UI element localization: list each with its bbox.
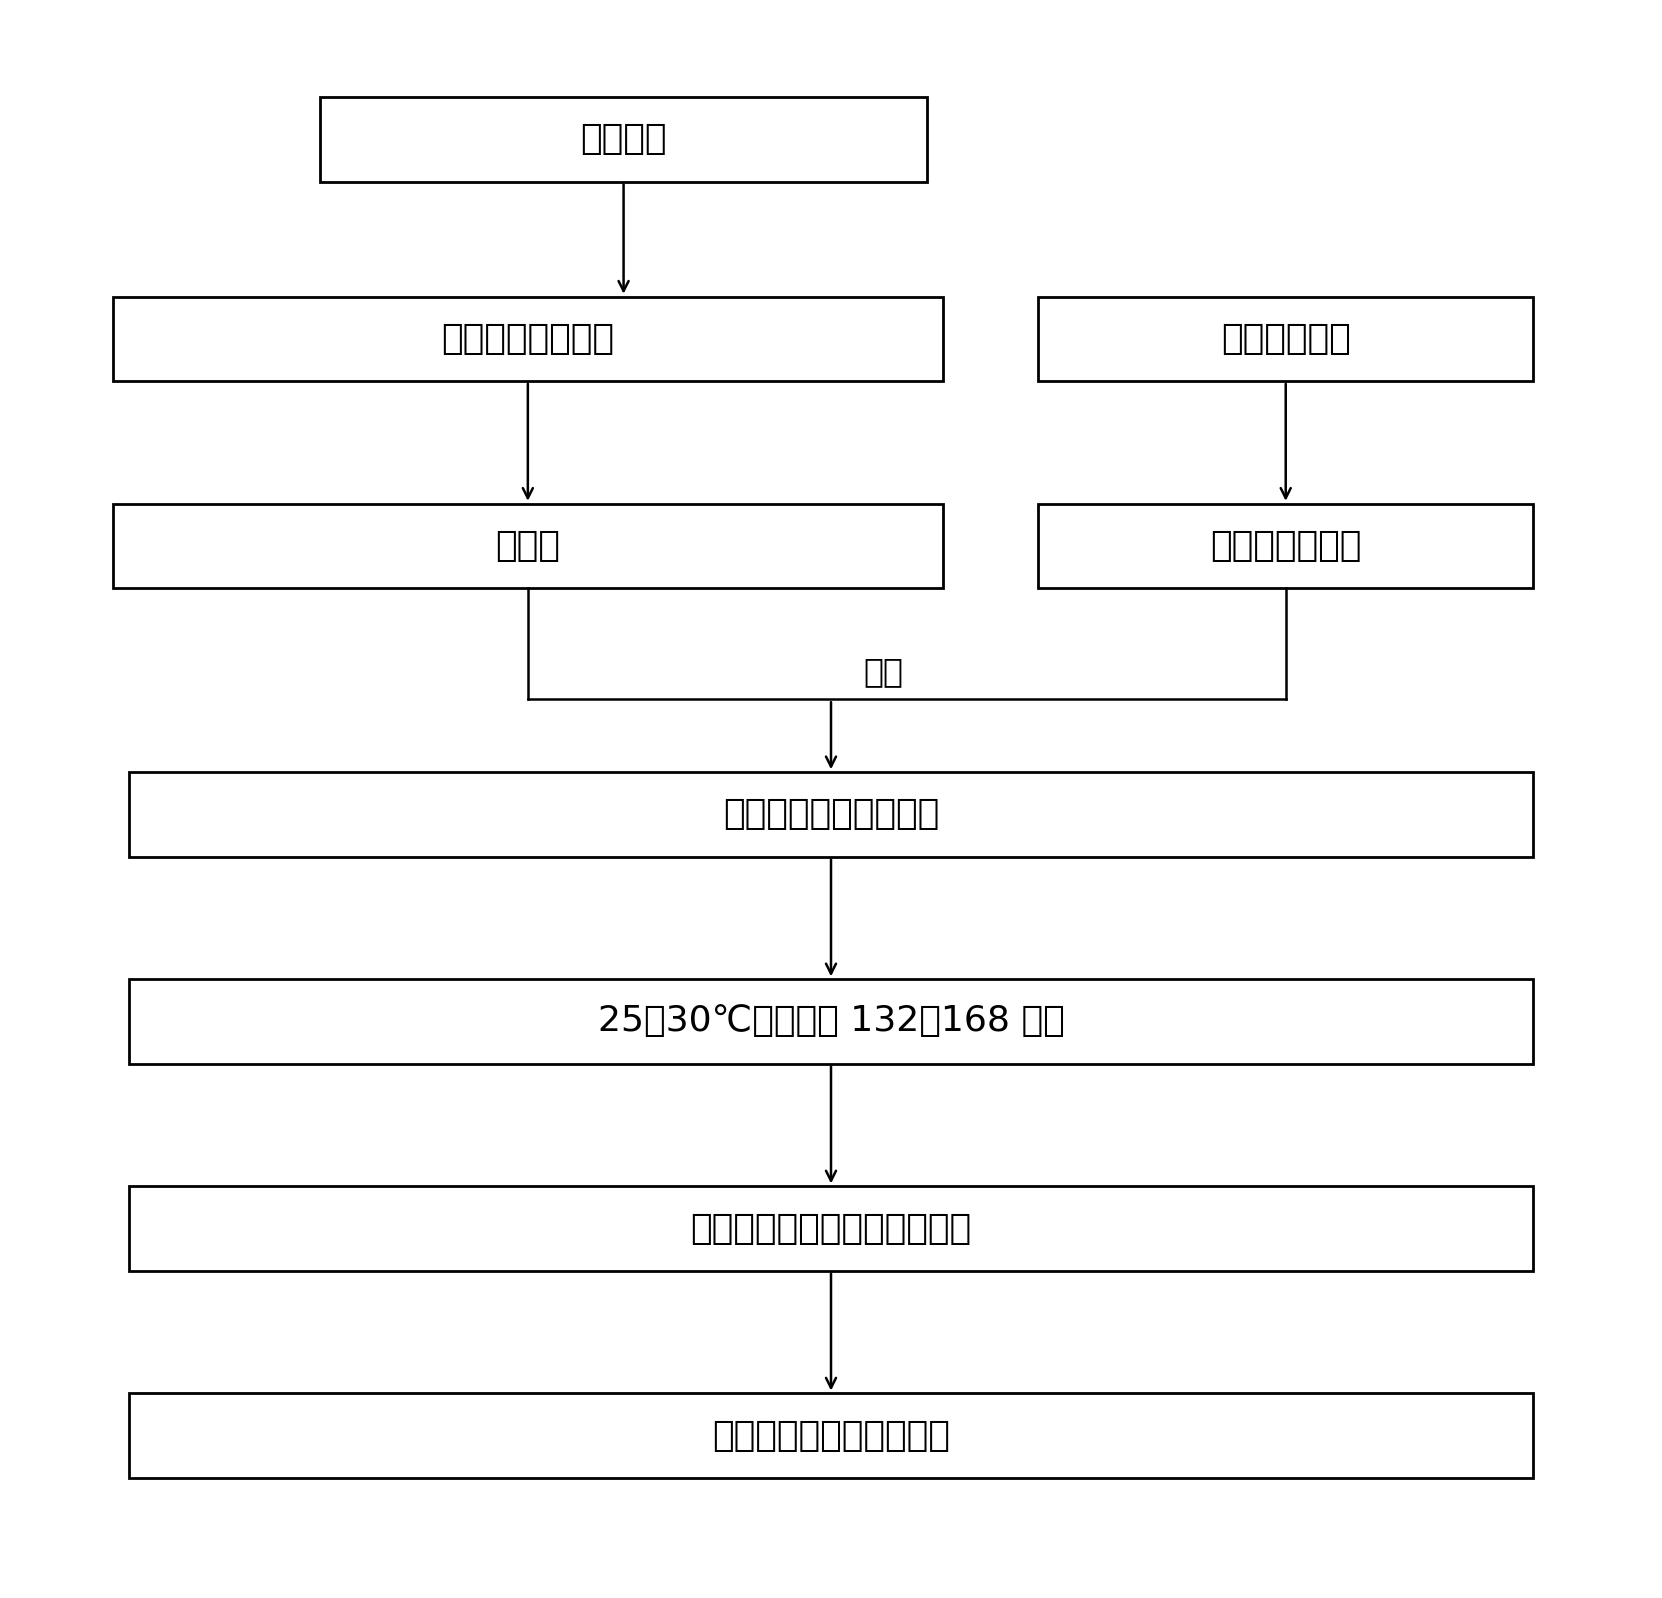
Text: 离心提取上清液中的哈巴俄苷: 离心提取上清液中的哈巴俄苷 [690,1211,972,1245]
Bar [113,503,942,588]
Bar [1039,297,1532,380]
Text: 酒酒酵母: 酒酒酵母 [580,123,666,157]
Text: 培养液: 培养液 [495,529,560,562]
Bar [130,980,1532,1064]
Text: 25～30℃培养转化 132～168 小时: 25～30℃培养转化 132～168 小时 [598,1005,1064,1039]
Bar [1039,503,1532,588]
Text: 向玄参培养基接入菌种: 向玄参培养基接入菌种 [723,797,939,831]
Text: 哈巴俄苷含量测定和分析: 哈巴俄苷含量测定和分析 [711,1419,951,1453]
Bar [130,1393,1532,1478]
Text: 接种: 接种 [863,655,902,689]
Bar [113,297,942,380]
Text: 玄参（粉碎）: 玄参（粉碎） [1222,321,1351,356]
Text: 配制玄参培养基: 配制玄参培养基 [1210,529,1361,562]
Text: 斜面种子活化培养: 斜面种子活化培养 [442,321,615,356]
Bar [130,1186,1532,1270]
Bar [130,772,1532,857]
Bar [321,97,927,182]
